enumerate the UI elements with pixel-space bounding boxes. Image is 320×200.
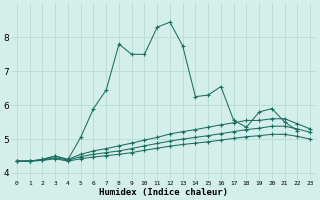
X-axis label: Humidex (Indice chaleur): Humidex (Indice chaleur) (99, 188, 228, 197)
